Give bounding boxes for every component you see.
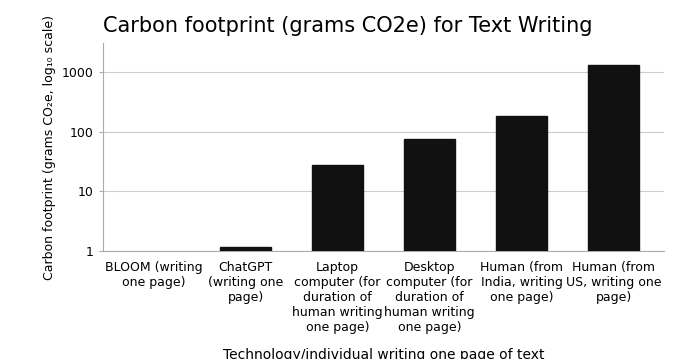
Bar	[497, 116, 547, 359]
Text: Carbon footprint (grams CO2e) for Text Writing: Carbon footprint (grams CO2e) for Text W…	[103, 16, 593, 36]
Y-axis label: Carbon footprint (grams CO₂e, log₁₀ scale): Carbon footprint (grams CO₂e, log₁₀ scal…	[43, 15, 56, 280]
X-axis label: Technology/individual writing one page of text: Technology/individual writing one page o…	[223, 348, 545, 359]
Bar	[588, 65, 639, 359]
Bar	[221, 247, 271, 359]
Bar	[312, 165, 363, 359]
Bar	[404, 139, 455, 359]
Bar	[128, 276, 179, 359]
